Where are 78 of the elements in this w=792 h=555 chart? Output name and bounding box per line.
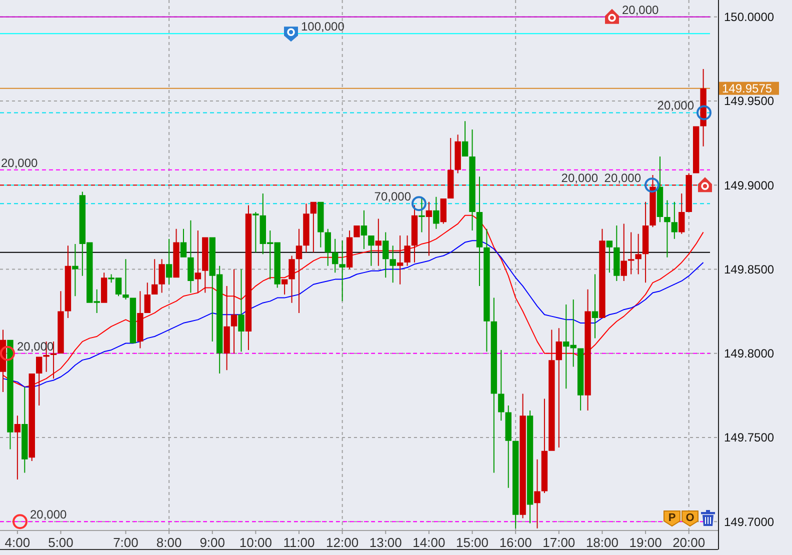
x-tick-label: 16:00: [499, 535, 532, 550]
x-tick-label: 11:00: [283, 535, 315, 550]
candlestick: [303, 204, 310, 252]
x-tick-label: 12:00: [326, 535, 359, 550]
candlestick: [606, 240, 613, 273]
x-tick-label: 7:00: [113, 535, 138, 550]
ref-line-label: 149.9575: [722, 82, 772, 96]
annotation: 100,000: [301, 20, 345, 34]
candlestick: [556, 328, 562, 448]
candlestick: [614, 225, 620, 281]
candlestick: [469, 130, 476, 231]
x-tick-label: 14:00: [412, 535, 446, 550]
annotation: 20,000: [561, 171, 598, 186]
candlestick: [454, 134, 461, 174]
x-tick-label: 17:00: [542, 535, 576, 550]
candlestick: [396, 236, 404, 284]
candlestick: [375, 218, 382, 266]
candlestick: [158, 259, 165, 293]
x-tick-label: 8:00: [156, 535, 182, 550]
x-tick-label: 5:00: [48, 535, 74, 550]
x-tick-label: 4:00: [4, 535, 30, 550]
candlestick: [173, 228, 180, 278]
y-tick-label: 149.7000: [724, 514, 774, 529]
candlestick: [426, 202, 432, 256]
candlestick: [72, 244, 78, 296]
candlestick: [664, 200, 670, 258]
y-tick-label: 149.7500: [724, 430, 774, 445]
x-tick-label: 9:00: [200, 535, 226, 550]
candlestick: [137, 291, 144, 348]
candlestick: [58, 291, 64, 354]
x-tick-label: 19:00: [629, 535, 662, 550]
candlestick: [230, 269, 238, 354]
annotation: 20,000: [657, 98, 694, 113]
candlestick: [635, 234, 642, 274]
candlestick: [628, 232, 634, 274]
candlestick: [418, 198, 425, 232]
x-tick-label: 20:00: [672, 535, 706, 550]
candlestick: [484, 228, 490, 352]
candlestick: [194, 230, 202, 293]
candlestick: [252, 212, 259, 252]
y-tick-label: 149.8500: [724, 262, 774, 276]
y-tick-label: 149.9500: [724, 94, 774, 108]
candlestick: [202, 237, 208, 293]
x-tick-label: 18:00: [586, 535, 618, 550]
y-tick-label: 150.0000: [724, 10, 774, 24]
x-tick-label: 10:00: [239, 535, 272, 550]
x-tick-label: 15:00: [456, 535, 489, 550]
annotation: O: [686, 512, 695, 524]
candlestick: [534, 459, 540, 528]
candlestick: [288, 256, 295, 303]
annotation: 70,000: [374, 190, 412, 204]
x-tick-label: 13:00: [369, 535, 402, 550]
candlestick: [22, 386, 28, 473]
y-tick-label: 149.8000: [724, 346, 774, 361]
annotation: P: [668, 512, 676, 524]
candlestick: [599, 228, 606, 318]
candlestick: [188, 220, 194, 293]
candlestick: [404, 236, 410, 266]
candlestick: [122, 259, 129, 300]
candlestick: [520, 394, 526, 518]
candlestick: [14, 416, 21, 480]
candlestick: [548, 330, 555, 451]
candlestick: [339, 240, 346, 302]
y-tick-label: 149.9000: [724, 178, 774, 192]
annotation: 20,000: [30, 508, 68, 522]
candlestick: [390, 246, 396, 283]
candlestick: [584, 289, 591, 411]
candlestick: [296, 228, 302, 313]
annotation: 20,000: [622, 2, 660, 17]
candlestick: [224, 286, 230, 370]
candlestick: [498, 350, 504, 421]
candlestick: [433, 196, 440, 229]
candlestick: [368, 236, 374, 266]
annotation: 20,000: [604, 171, 642, 186]
candlestick: [238, 269, 244, 352]
annotation: 20,000: [1, 156, 38, 170]
candlestick: [592, 274, 598, 338]
candlestick: [318, 202, 324, 248]
